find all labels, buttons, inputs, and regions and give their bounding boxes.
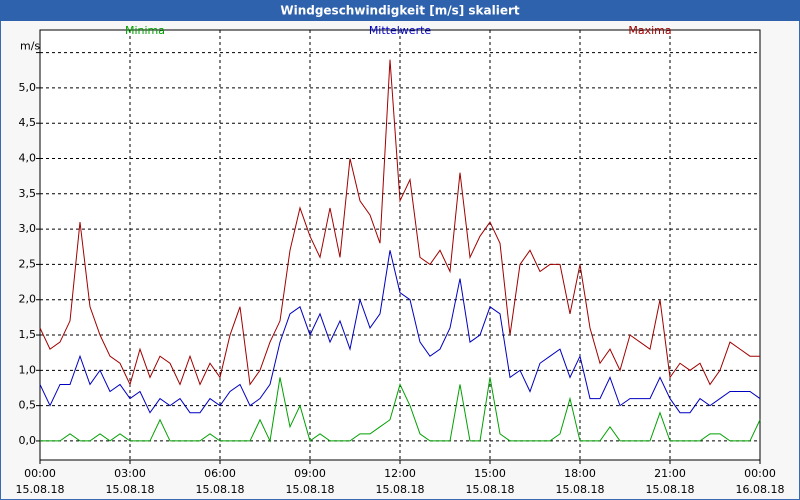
y-tick-label: 1,5	[19, 328, 37, 341]
y-tick-label: 5,0	[19, 81, 37, 94]
x-tick-date: 15.08.18	[646, 483, 695, 496]
x-tick-label: 09:00	[294, 467, 326, 480]
y-tick-label: 3,0	[19, 222, 37, 235]
x-tick-date: 15.08.18	[286, 483, 335, 496]
x-tick-label: 12:00	[384, 467, 416, 480]
y-tick-label: 2,0	[19, 293, 37, 306]
x-tick-label: 18:00	[564, 467, 596, 480]
x-tick-date: 15.08.18	[196, 483, 245, 496]
y-tick-label: 0,0	[19, 434, 37, 447]
y-tick-label: 4,0	[19, 152, 37, 165]
x-tick-date: 15.08.18	[16, 483, 65, 496]
title-bar	[0, 0, 800, 21]
y-tick-label: m/s	[20, 40, 40, 53]
y-tick-label: 4,5	[19, 116, 37, 129]
legend-label: Mittelwerte	[369, 24, 432, 37]
legend-label: Minima	[125, 24, 165, 37]
x-tick-date: 15.08.18	[376, 483, 425, 496]
x-tick-label: 21:00	[654, 467, 686, 480]
y-tick-label: 3,5	[19, 187, 37, 200]
series-line	[39, 59, 760, 386]
plot-area	[39, 29, 761, 461]
legend-label: Maxima	[628, 24, 671, 37]
x-tick-date: 15.08.18	[106, 483, 155, 496]
series-line	[40, 377, 761, 443]
y-tick-label: 2,5	[19, 257, 37, 270]
y-tick-label: 0,5	[19, 399, 37, 412]
chart-title: Windgeschwindigkeit [m/s] skaliert	[280, 4, 520, 18]
y-tick-label: 1,0	[19, 363, 37, 376]
x-tick-date: 15.08.18	[556, 483, 605, 496]
series-line	[39, 250, 761, 414]
x-tick-label: 00:00	[24, 467, 56, 480]
x-tick-label: 00:00	[744, 467, 776, 480]
x-tick-date: 15.08.18	[466, 483, 515, 496]
x-tick-label: 03:00	[114, 467, 146, 480]
x-tick-label: 15:00	[474, 467, 506, 480]
x-tick-label: 06:00	[204, 467, 236, 480]
x-tick-date: 16.08.18	[736, 483, 785, 496]
